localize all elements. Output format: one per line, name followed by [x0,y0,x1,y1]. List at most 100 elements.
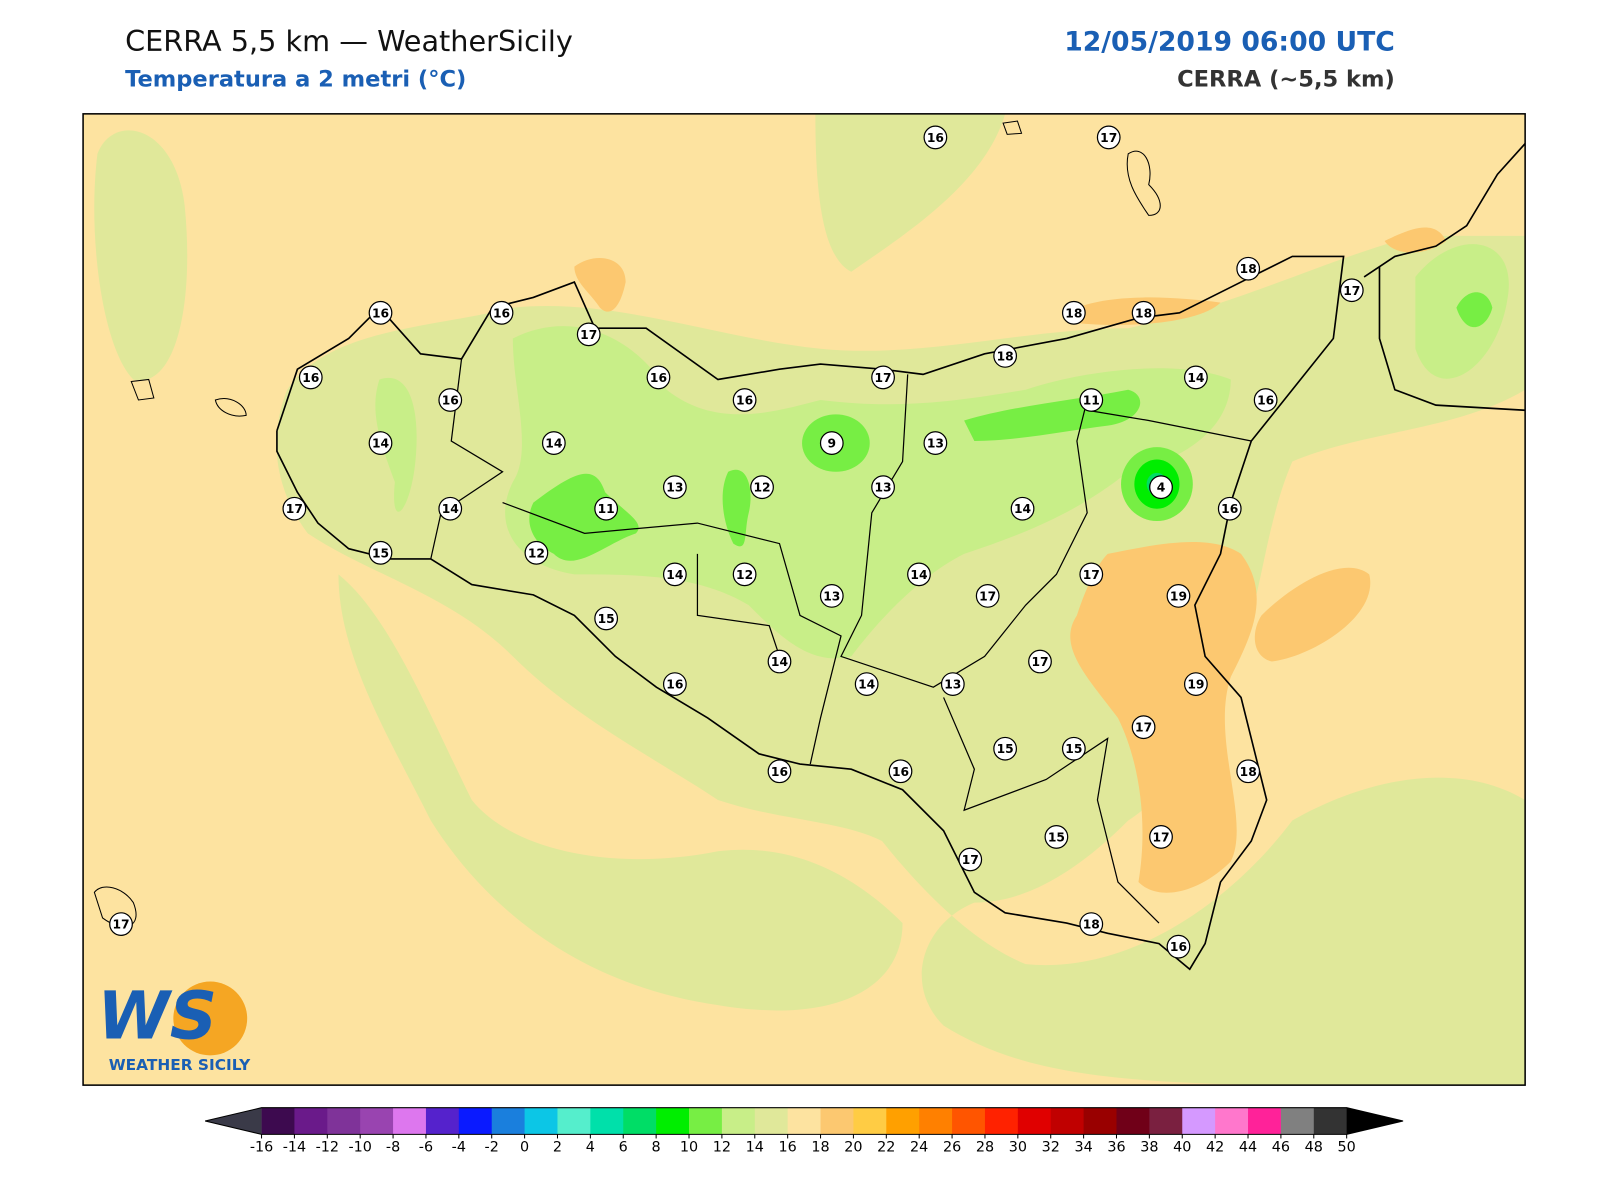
colorbar-segment [393,1107,427,1135]
station: 17 [1339,278,1364,303]
colorbar-tick-label: 18 [811,1140,829,1156]
station-value: 16 [1221,502,1238,516]
station: 13 [940,672,965,696]
station-value: 14 [666,568,683,582]
colorbar-tick-label: -16 [250,1140,273,1156]
station-value: 13 [823,589,840,603]
station-value: 17 [286,502,303,516]
station-value: 17 [1343,284,1360,298]
field-zone [1456,292,1493,328]
station-marker [871,365,895,390]
station: 16 [368,300,393,325]
station: 12 [732,562,757,587]
station: 16 [732,388,757,412]
colorbar-segment [886,1107,920,1135]
station: 14 [368,431,393,455]
station: 16 [646,365,671,390]
station: 14 [1184,365,1208,390]
station-value: 16 [302,371,319,385]
colorbar-tick-label: 44 [1239,1140,1257,1156]
colorbar-segment [458,1107,493,1135]
colorbar-tick-label: 14 [746,1140,764,1156]
colorbar-segment [1050,1107,1085,1135]
station-marker [594,606,619,631]
station-value: 18 [997,349,1014,363]
field-zone [94,130,188,381]
station-value: 17 [962,853,979,867]
colorbar-tick-label: 36 [1107,1140,1125,1156]
colorbar-segment [1182,1107,1216,1135]
logo-name: WEATHER SICILY [109,1056,251,1074]
station-value: 15 [1048,830,1065,844]
station-value: 11 [1083,394,1100,408]
colorbar-segment [294,1107,328,1135]
station: 18 [1236,759,1261,784]
station-value: 13 [927,437,944,451]
station-marker [438,496,463,521]
station-marker [438,388,463,412]
station: 16 [1166,934,1191,959]
station: 17 [576,322,601,347]
colorbar-tick-label: -8 [386,1140,400,1156]
station: 18 [1131,300,1156,325]
station-marker [282,496,307,521]
colorbar-tick-label: 20 [844,1140,862,1156]
station-marker [594,496,619,521]
island [1126,150,1161,216]
colorbar-segment [656,1107,690,1135]
station: 17 [1131,715,1156,740]
station-marker [1131,715,1156,740]
colorbar-segment [984,1107,1019,1135]
station-marker [298,365,323,390]
colorbar-tick-label: -4 [452,1140,466,1156]
station: 15 [594,606,619,631]
station: 17 [871,365,895,390]
station-marker [1079,388,1104,412]
station: 14 [662,562,687,587]
colorbar-segment [1280,1107,1315,1135]
station: 17 [109,912,133,936]
station: 12 [750,475,774,500]
field-zone [1384,227,1447,253]
colorbar-segment [689,1107,723,1135]
station-marker [1236,759,1261,784]
station-value: 15 [1065,742,1082,756]
colorbar-tick-label: 38 [1140,1140,1158,1156]
colorbar-tick-label: 42 [1206,1140,1224,1156]
station: 15 [368,540,393,565]
station-marker [732,388,757,412]
colorbar-segment [952,1107,986,1135]
station: 18 [1061,300,1086,325]
station: 13 [819,583,844,608]
station: 17 [1028,649,1052,674]
station-value: 16 [666,678,683,692]
station: 14 [1010,496,1035,521]
colorbar-tick-label: 30 [1009,1140,1027,1156]
logo: WS WEATHER SICILY [97,979,251,1075]
station-value: 15 [372,546,389,560]
station-marker [489,300,514,325]
colorbar-segment [853,1107,887,1135]
station-value: 15 [997,742,1014,756]
station: 15 [1044,825,1069,849]
station-value: 16 [736,394,753,408]
field-zone [338,574,903,1011]
colorbar-tick-label: 10 [680,1140,698,1156]
station-marker [662,475,687,500]
station-layer: 16 17 18 17 16 16 17 18 18 16 16 16 17 18 14 16 16 14 14 9 1… [109,125,1364,959]
colorbar-segment [787,1107,822,1135]
coastline [276,255,1345,971]
colorbar-segment [1248,1107,1282,1135]
station: 13 [662,475,687,500]
station-marker [975,583,1000,608]
colorbar-segment [1313,1107,1348,1135]
station: 16 [438,388,463,412]
field-zone [722,469,751,547]
station-marker [1010,496,1035,521]
subtitle: Temperatura a 2 metri (°C) [125,67,466,93]
station-marker [646,365,671,390]
station: 13 [871,475,895,500]
station-marker [1079,912,1104,936]
station-marker [109,912,133,936]
colorbar-segment [919,1107,953,1135]
